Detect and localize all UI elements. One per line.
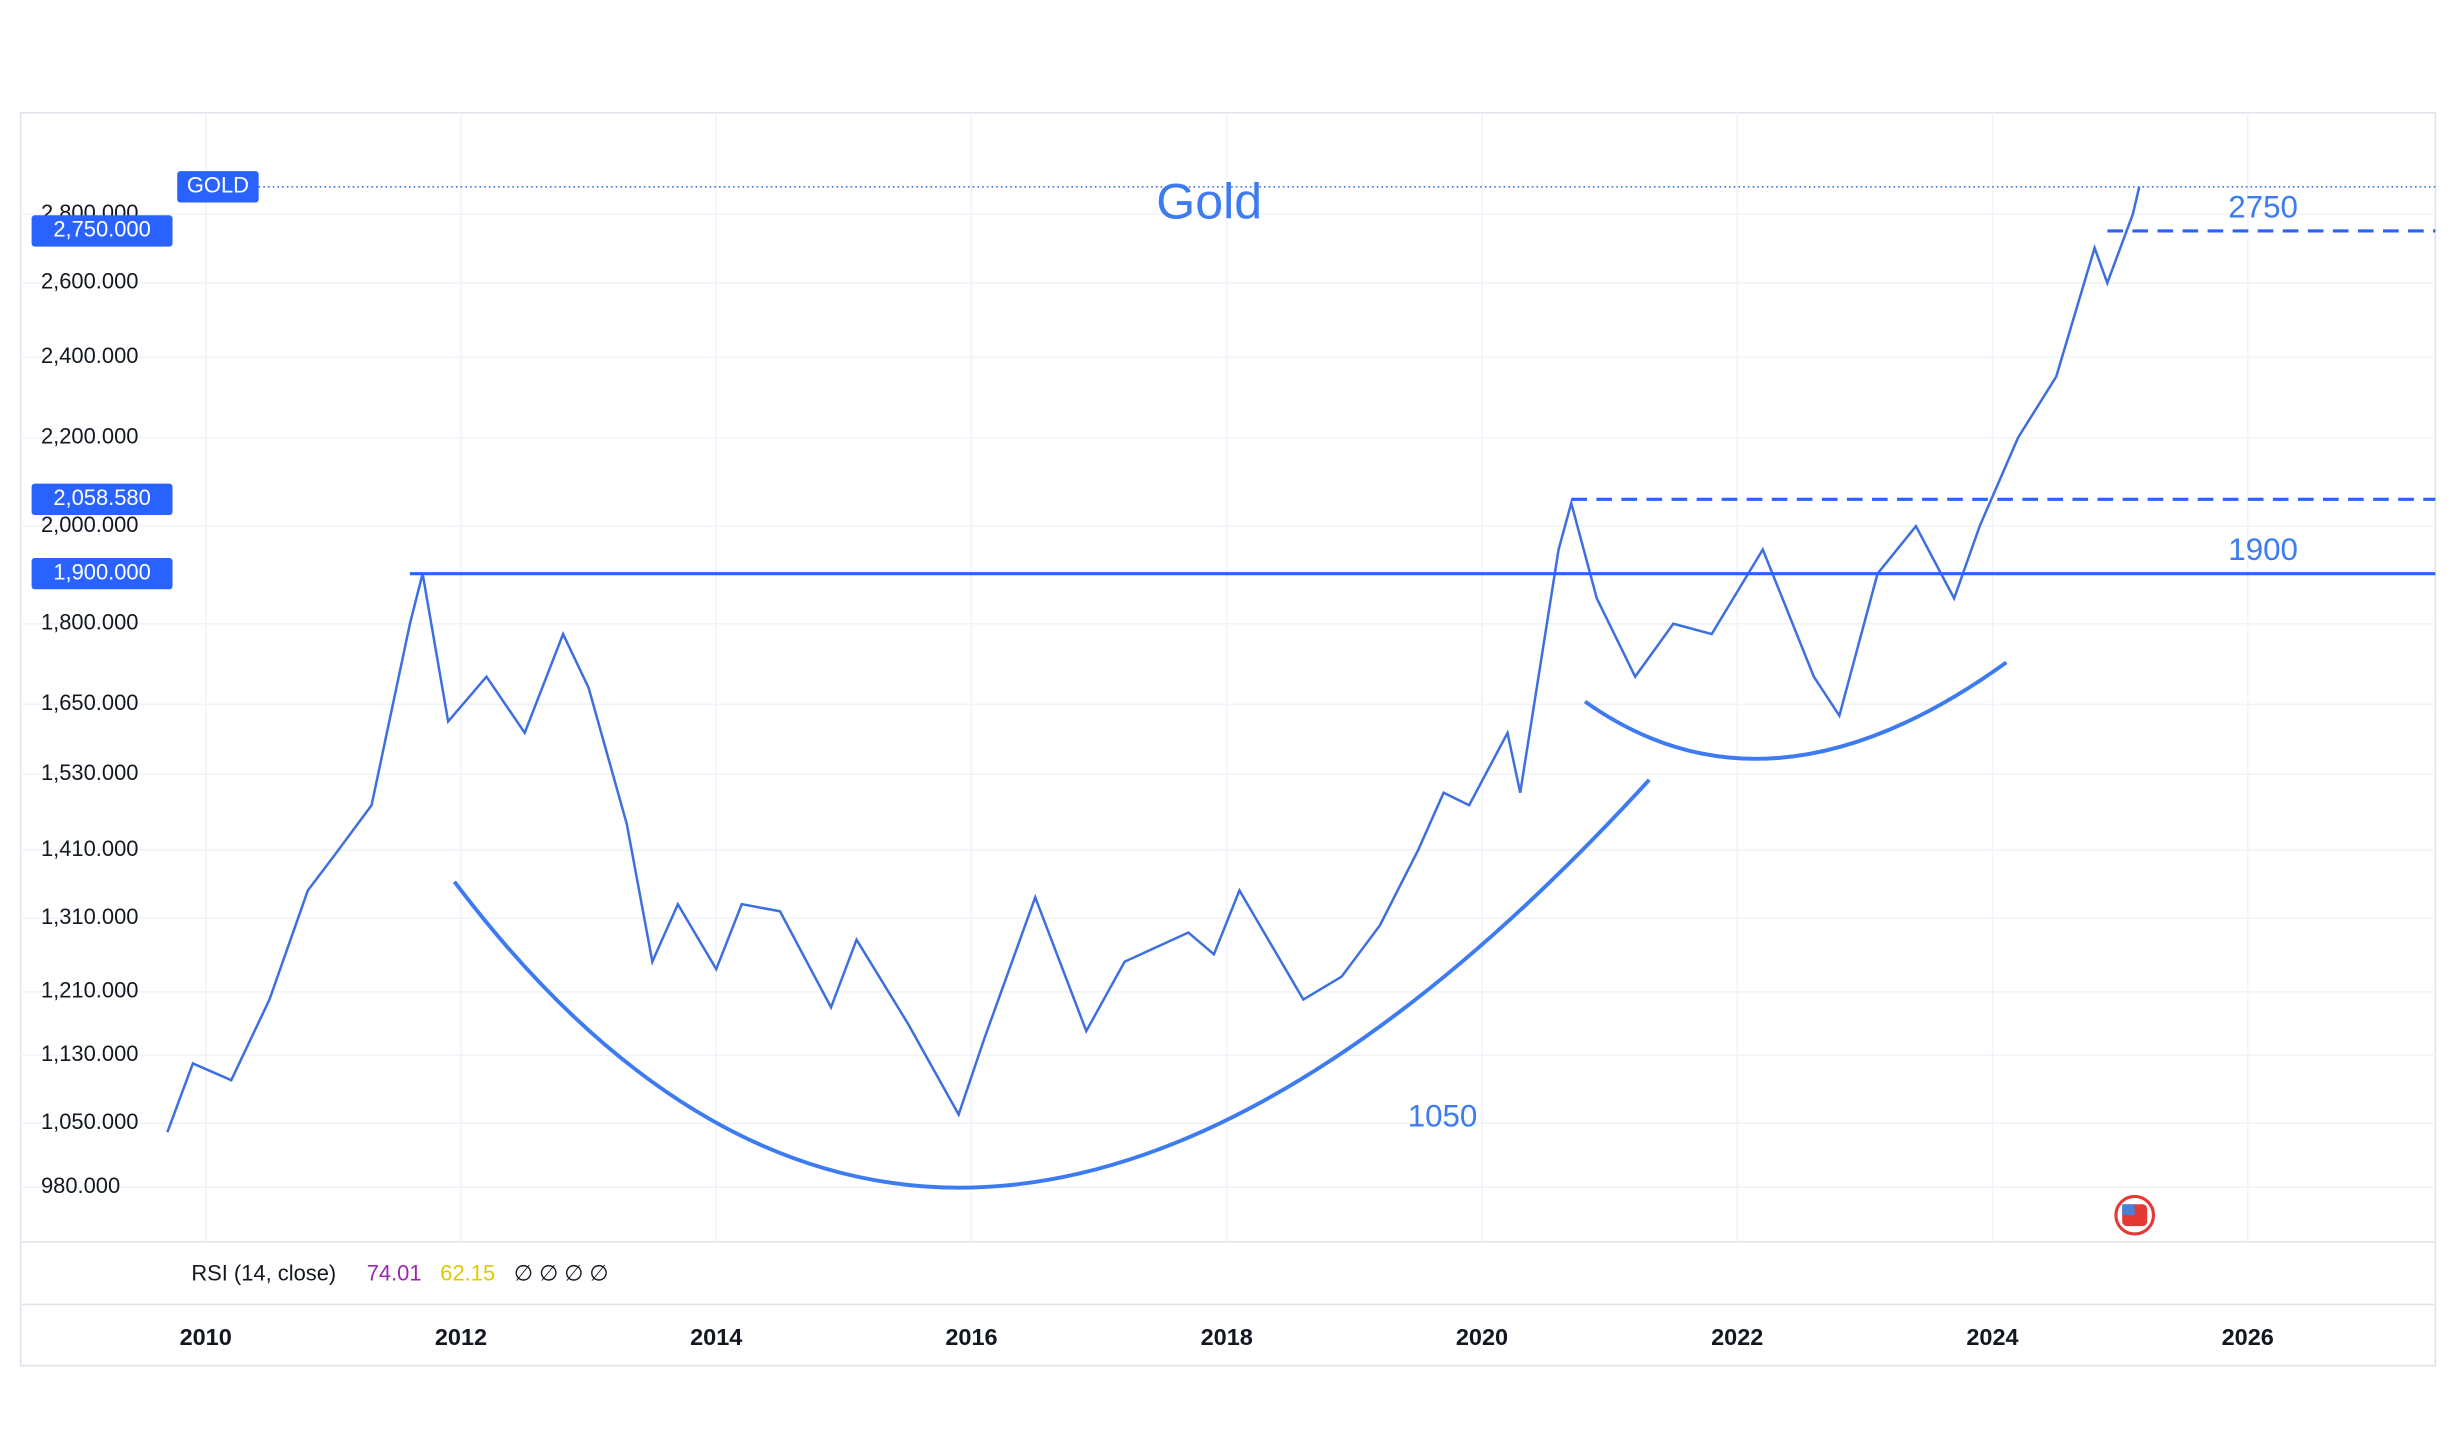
level-badge	[31, 215, 173, 247]
y-tick-label: 2,400.000	[41, 343, 138, 368]
x-tick-label: 2018	[1201, 1324, 1253, 1350]
indicator-placeholders: ∅ ∅ ∅ ∅	[514, 1261, 609, 1286]
level-badge	[31, 483, 173, 516]
y-tick-label: 1,210.000	[41, 978, 138, 1003]
y-tick-label: 980.000	[41, 1173, 120, 1198]
chart-title: Gold	[1156, 173, 1262, 229]
y-tick-label: 1,530.000	[41, 760, 138, 785]
x-tick-label: 2022	[1711, 1324, 1763, 1350]
y-tick-label: 1,050.000	[41, 1109, 138, 1134]
handle-curve	[1583, 660, 2008, 761]
y-tick-label: 1,800.000	[41, 610, 138, 635]
y-tick-label: 1,310.000	[41, 904, 138, 929]
x-tick-label: 2024	[1966, 1324, 2018, 1350]
indicator-reading: 62.15	[440, 1261, 495, 1286]
level-label: 1,900.000	[53, 559, 150, 584]
y-tick-label: 2,200.000	[41, 424, 138, 449]
last-price-badge	[177, 171, 259, 203]
cup-curve	[452, 778, 1651, 1190]
y-tick-label: 2,600.000	[41, 269, 138, 294]
x-tick-label: 2010	[180, 1324, 232, 1350]
y-tick-label: 1,650.000	[41, 690, 138, 715]
x-tick-label: 2026	[2222, 1324, 2274, 1350]
indicator-label: RSI (14, close)	[191, 1261, 336, 1286]
grid	[20, 112, 2436, 1242]
y-tick-label: 1,130.000	[41, 1041, 138, 1066]
annotation: 1050	[1408, 1098, 1478, 1133]
chart-frame	[19, 111, 2437, 1367]
level-badge	[31, 557, 173, 590]
level-annotation: 1900	[2228, 532, 2298, 567]
level-annotation: 2750	[2228, 189, 2298, 224]
level-label: 2,058.580	[53, 485, 150, 510]
y-tick-label: 2,000.000	[41, 512, 138, 537]
x-tick-label: 2012	[435, 1324, 487, 1350]
x-tick-label: 2016	[945, 1324, 997, 1350]
last-price-label: GOLD	[187, 173, 249, 198]
level-label: 2,750.000	[53, 217, 150, 242]
x-tick-label: 2020	[1456, 1324, 1508, 1350]
price-line	[166, 186, 2141, 1133]
indicator-reading: 74.01	[367, 1261, 422, 1286]
flag-icon	[2114, 1194, 2156, 1236]
y-tick-label: 1,410.000	[41, 836, 138, 861]
marks	[166, 186, 2436, 1133]
x-tick-label: 2014	[690, 1324, 742, 1350]
